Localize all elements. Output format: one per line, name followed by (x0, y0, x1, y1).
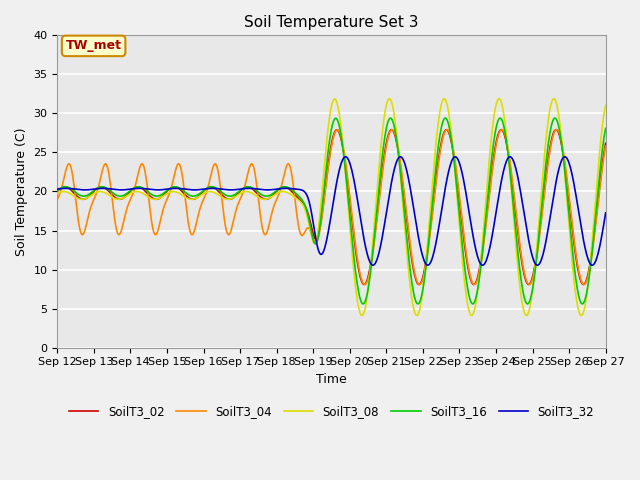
SoilT3_32 (120, 187, 127, 193)
SoilT3_16 (54, 188, 61, 193)
Line: SoilT3_32: SoilT3_32 (58, 157, 605, 265)
SoilT3_02 (205, 184, 212, 190)
Line: SoilT3_02: SoilT3_02 (58, 130, 605, 285)
Y-axis label: Soil Temperature (C): Soil Temperature (C) (15, 127, 28, 256)
Line: SoilT3_08: SoilT3_08 (58, 99, 605, 315)
SoilT3_02 (120, 195, 127, 201)
SoilT3_32 (205, 186, 212, 192)
X-axis label: Time: Time (316, 373, 347, 386)
SoilT3_16 (359, 301, 367, 307)
SoilT3_04 (120, 218, 127, 224)
SoilT3_04 (399, 178, 406, 183)
SoilT3_08 (414, 312, 422, 317)
SoilT3_04 (415, 281, 422, 287)
SoilT3_08 (54, 191, 61, 196)
Legend: SoilT3_02, SoilT3_04, SoilT3_08, SoilT3_16, SoilT3_32: SoilT3_02, SoilT3_04, SoilT3_08, SoilT3_… (64, 400, 599, 423)
SoilT3_04 (175, 161, 183, 167)
SoilT3_04 (54, 196, 61, 202)
SoilT3_32 (369, 262, 377, 268)
SoilT3_32 (416, 240, 424, 246)
SoilT3_04 (416, 282, 424, 288)
SoilT3_02 (54, 188, 61, 194)
Line: SoilT3_16: SoilT3_16 (58, 118, 605, 304)
SoilT3_16 (400, 202, 408, 207)
Text: TW_met: TW_met (66, 39, 122, 52)
SoilT3_02 (175, 186, 183, 192)
SoilT3_08 (398, 191, 406, 197)
SoilT3_08 (175, 191, 183, 196)
SoilT3_04 (602, 143, 609, 149)
SoilT3_32 (342, 154, 349, 160)
SoilT3_04 (205, 183, 212, 189)
SoilT3_08 (577, 312, 585, 318)
SoilT3_32 (400, 157, 408, 163)
SoilT3_16 (387, 115, 394, 121)
SoilT3_08 (205, 189, 212, 194)
SoilT3_08 (63, 189, 71, 195)
SoilT3_02 (414, 281, 422, 287)
SoilT3_16 (63, 184, 71, 190)
Title: Soil Temperature Set 3: Soil Temperature Set 3 (244, 15, 419, 30)
SoilT3_08 (120, 195, 127, 201)
SoilT3_08 (550, 96, 557, 102)
SoilT3_02 (63, 184, 71, 190)
SoilT3_04 (388, 127, 396, 132)
SoilT3_02 (602, 140, 609, 146)
SoilT3_32 (602, 210, 609, 216)
SoilT3_32 (175, 186, 183, 192)
SoilT3_02 (398, 176, 406, 182)
Line: SoilT3_04: SoilT3_04 (58, 130, 605, 285)
SoilT3_16 (175, 185, 183, 191)
SoilT3_32 (63, 185, 71, 191)
SoilT3_16 (602, 125, 609, 131)
SoilT3_02 (552, 127, 560, 132)
SoilT3_16 (120, 192, 127, 198)
SoilT3_04 (63, 163, 71, 169)
SoilT3_02 (525, 282, 532, 288)
SoilT3_16 (205, 185, 212, 191)
SoilT3_08 (602, 102, 609, 108)
SoilT3_16 (416, 300, 424, 305)
SoilT3_32 (54, 186, 61, 192)
